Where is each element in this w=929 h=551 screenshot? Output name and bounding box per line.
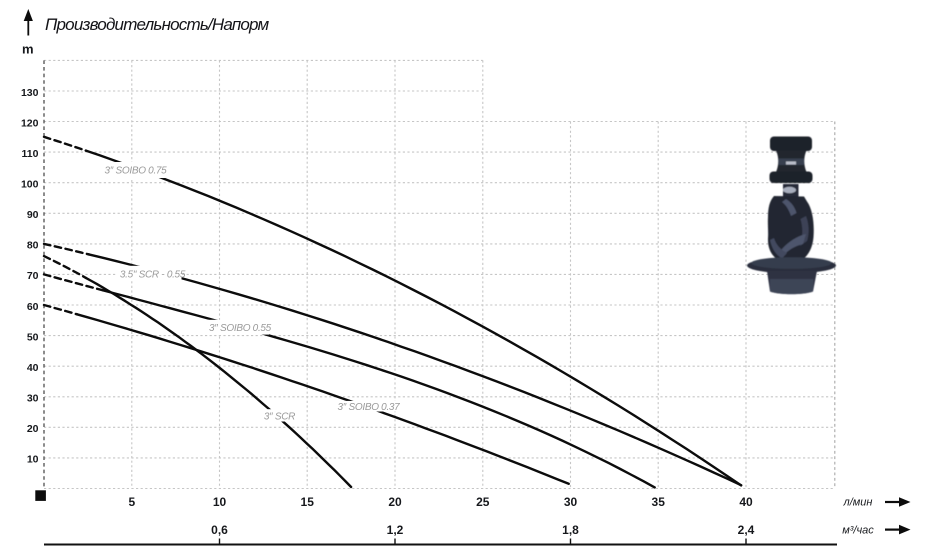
svg-text:30: 30 [27,393,39,405]
svg-text:120: 120 [21,117,39,129]
svg-text:10: 10 [27,454,39,466]
svg-text:10: 10 [213,495,227,509]
svg-text:130: 130 [21,87,39,99]
svg-text:100: 100 [21,179,39,191]
svg-text:20: 20 [388,495,402,509]
svg-text:3″ SCR: 3″ SCR [264,412,295,423]
svg-text:50: 50 [27,331,39,343]
svg-text:л/мин: л/мин [843,497,873,509]
svg-text:20: 20 [27,423,39,435]
svg-text:2,4: 2,4 [738,523,755,537]
svg-text:40: 40 [739,495,753,509]
svg-text:30: 30 [564,495,578,509]
svg-text:3″ SOIBO 0.55: 3″ SOIBO 0.55 [209,323,272,334]
svg-text:110: 110 [22,148,39,160]
svg-text:15: 15 [301,495,315,509]
svg-text:3″ SOIBO 0.75: 3″ SOIBO 0.75 [105,166,168,177]
svg-text:25: 25 [476,495,490,509]
svg-text:40: 40 [27,362,39,374]
svg-text:60: 60 [27,301,39,313]
svg-text:1,2: 1,2 [387,523,404,537]
svg-text:3.5" SCR - 0.55: 3.5" SCR - 0.55 [120,270,186,281]
svg-text:m: m [22,42,34,57]
svg-text:0,6: 0,6 [211,523,228,537]
svg-text:90: 90 [27,209,39,221]
svg-text:1,8: 1,8 [562,523,579,537]
svg-text:80: 80 [27,240,39,252]
svg-text:Производительность/Напорм: Производительность/Напорм [45,15,270,34]
svg-text:35: 35 [652,495,666,509]
svg-text:м³/час: м³/час [842,524,874,536]
svg-text:3″ SOIBO 0.37: 3″ SOIBO 0.37 [338,402,401,413]
svg-text:5: 5 [128,495,135,509]
svg-text:70: 70 [27,270,39,282]
